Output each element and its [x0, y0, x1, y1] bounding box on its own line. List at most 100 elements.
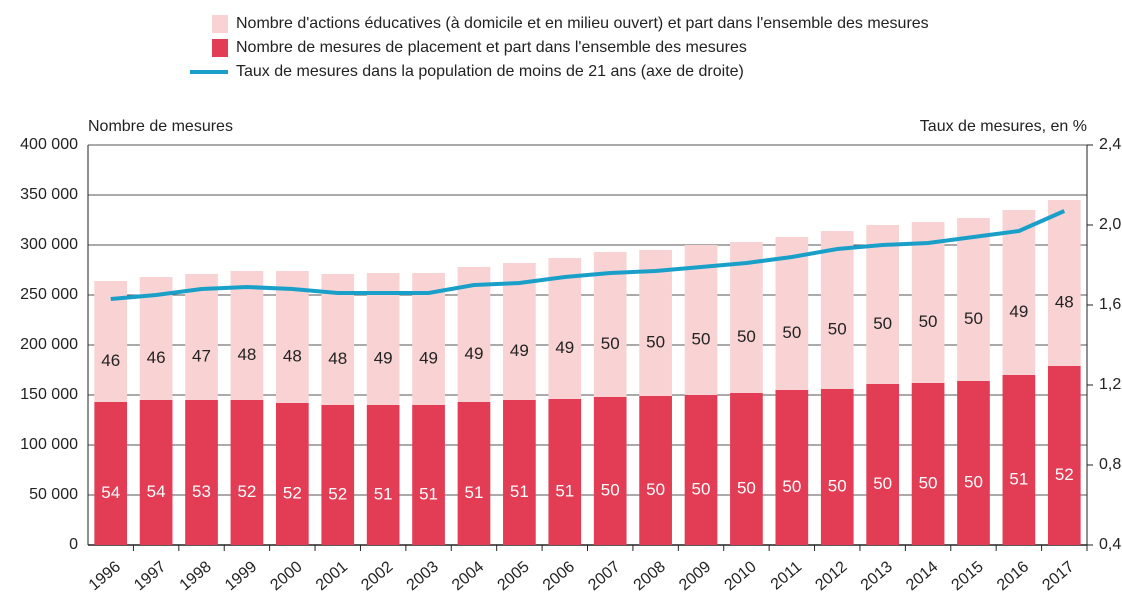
y2-tick-label: 0,4: [1099, 536, 1121, 553]
bar-segment: [775, 390, 809, 545]
data-label: 50: [692, 479, 711, 498]
x-tick-label: 2003: [404, 558, 442, 594]
data-label: 50: [646, 480, 665, 499]
y2-axis-title: Taux de mesures, en %: [920, 118, 1087, 135]
bar-segment: [548, 258, 582, 399]
x-tick-label: 2000: [267, 558, 305, 594]
data-label: 50: [737, 478, 756, 497]
data-label: 46: [101, 351, 120, 370]
bar-segment: [412, 405, 445, 545]
bar-segment: [94, 402, 128, 545]
bar-segment: [503, 263, 536, 400]
legend-label: Nombre de mesures de placement et part d…: [236, 39, 747, 56]
x-tick-label: 2007: [585, 558, 623, 594]
data-label: 48: [328, 349, 347, 368]
data-label: 50: [919, 473, 938, 492]
data-label: 53: [192, 482, 211, 501]
x-tick-label: 2014: [903, 558, 941, 594]
data-label: 49: [465, 344, 484, 363]
y-tick-label: 100 000: [20, 436, 78, 453]
y2-tick-label: 2,0: [1099, 216, 1121, 233]
data-label: 48: [1055, 292, 1074, 311]
x-tick-label: 1999: [222, 558, 260, 594]
y-tick-label: 300 000: [20, 236, 78, 253]
x-tick-label: 2010: [722, 558, 760, 594]
bar-segment: [548, 399, 582, 545]
bar-segment: [639, 396, 672, 545]
bar-segment: [94, 281, 128, 402]
data-label: 52: [237, 482, 256, 501]
bar-segment: [503, 400, 536, 545]
data-label: 50: [737, 327, 756, 346]
y-tick-label: 0: [69, 536, 78, 553]
x-tick-label: 2004: [449, 558, 487, 594]
bar-segment: [139, 400, 173, 545]
data-label: 46: [147, 348, 166, 367]
data-label: 49: [510, 341, 529, 360]
bar-segment: [230, 400, 264, 545]
bar-segment: [275, 271, 309, 403]
data-label: 50: [782, 323, 801, 342]
y2-tick-label: 1,6: [1099, 296, 1121, 313]
bar-segment: [230, 271, 264, 400]
x-tick-label: 2011: [768, 558, 805, 593]
data-label: 49: [1009, 302, 1028, 321]
data-label: 50: [873, 314, 892, 333]
data-label: 50: [601, 334, 620, 353]
data-label: 48: [283, 346, 302, 365]
bar-segment: [911, 222, 945, 383]
bar-segment: [639, 250, 672, 396]
y-tick-label: 200 000: [20, 336, 78, 353]
bar-segment: [820, 389, 854, 545]
bar-segment: [1047, 366, 1081, 545]
bar-segment: [457, 267, 491, 402]
y-tick-label: 350 000: [20, 186, 78, 203]
data-label: 52: [328, 484, 347, 503]
y-tick-label: 50 000: [29, 486, 78, 503]
data-label: 50: [782, 477, 801, 496]
x-tick-label: 2009: [676, 558, 714, 594]
x-tick-label: 2006: [540, 558, 578, 594]
bar-segment: [911, 383, 945, 545]
bar-segment: [866, 225, 900, 384]
bar-segment: [775, 237, 809, 390]
data-label: 50: [964, 472, 983, 491]
bar-segment: [321, 274, 355, 405]
legend-swatch: [212, 15, 228, 33]
x-tick-label: 2002: [358, 558, 396, 594]
bar-segment: [321, 405, 355, 545]
bar-segment: [730, 393, 763, 545]
data-label: 50: [919, 312, 938, 331]
bar-segment: [684, 395, 718, 545]
legend-label: Taux de mesures dans la population de mo…: [236, 63, 744, 80]
data-label: 51: [374, 484, 393, 503]
y-axis-title: Nombre de mesures: [88, 118, 233, 135]
data-label: 51: [1009, 469, 1028, 488]
data-label: 52: [1055, 465, 1074, 484]
bar-segment: [457, 402, 491, 545]
data-label: 49: [374, 348, 393, 367]
data-label: 50: [646, 332, 665, 351]
x-tick-label: 2001: [313, 558, 351, 594]
y2-tick-label: 0,8: [1099, 456, 1121, 473]
x-tick-label: 2017: [1039, 558, 1077, 594]
x-tick-label: 2013: [858, 558, 896, 594]
y2-tick-label: 2,4: [1099, 136, 1121, 153]
bar-segment: [593, 397, 627, 545]
data-label: 49: [419, 348, 438, 367]
y-tick-label: 250 000: [20, 286, 78, 303]
data-label: 50: [828, 476, 847, 495]
x-tick-label: 2005: [494, 558, 532, 594]
data-label: 51: [555, 481, 574, 500]
data-label: 50: [601, 480, 620, 499]
bar-segment: [1047, 200, 1081, 366]
data-label: 50: [873, 474, 892, 493]
bar-segment: [185, 274, 218, 400]
bar-segment: [366, 405, 400, 545]
x-tick-label: 1997: [131, 558, 169, 594]
data-label: 50: [964, 309, 983, 328]
bar-segment: [593, 252, 627, 397]
x-tick-label: 1998: [177, 558, 215, 594]
bar-segment: [730, 242, 763, 393]
